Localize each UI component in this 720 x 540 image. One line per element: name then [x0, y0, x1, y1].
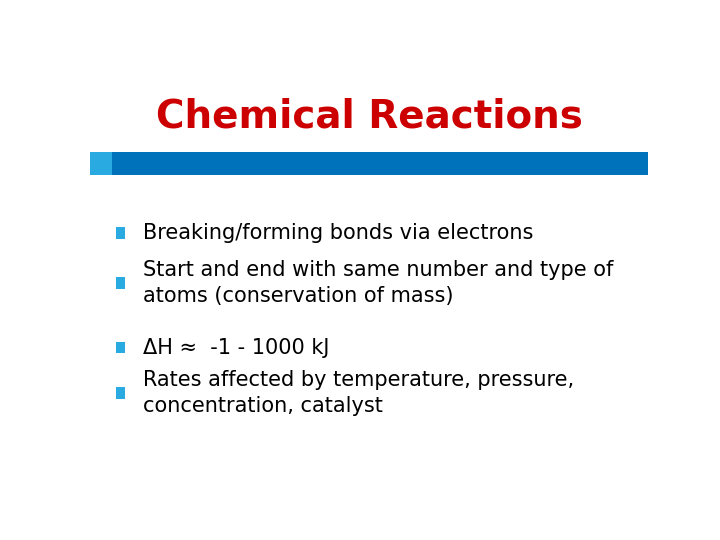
Bar	[112, 152, 648, 175]
Text: ΔH ≈  -1 - 1000 kJ: ΔH ≈ -1 - 1000 kJ	[143, 338, 329, 357]
Bar	[90, 152, 112, 175]
Text: Rates affected by temperature, pressure,
concentration, catalyst: Rates affected by temperature, pressure,…	[143, 370, 574, 416]
Bar	[116, 342, 125, 353]
Bar	[116, 277, 125, 289]
Text: Start and end with same number and type of
atoms (conservation of mass): Start and end with same number and type …	[143, 260, 613, 306]
Bar	[116, 388, 125, 399]
Text: Chemical Reactions: Chemical Reactions	[156, 98, 582, 136]
Bar	[116, 227, 125, 239]
Text: Breaking/forming bonds via electrons: Breaking/forming bonds via electrons	[143, 223, 534, 243]
